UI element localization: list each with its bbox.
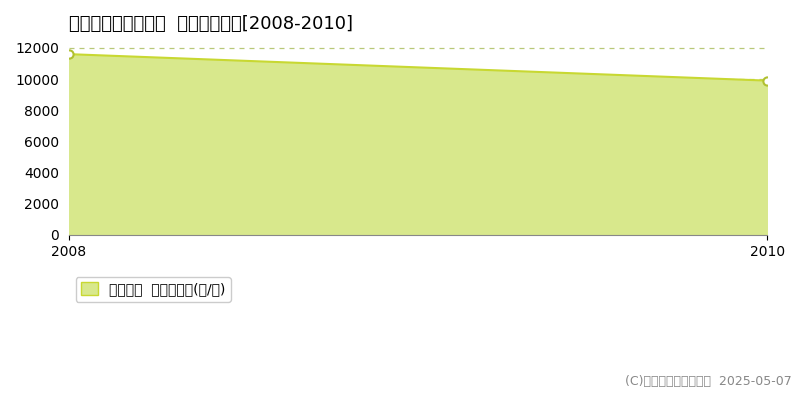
Point (62, 51, 75, 57)
Text: (C)土地価格ドットコム  2025-05-07: (C)土地価格ドットコム 2025-05-07 (626, 375, 792, 388)
Legend: 農地価格  平均坪単価(円/坪): 農地価格 平均坪単価(円/坪) (75, 277, 231, 302)
Text: 知多郡南知多町豊浜  農地価格推移[2008-2010]: 知多郡南知多町豊浜 農地価格推移[2008-2010] (69, 15, 353, 33)
Point (761, 78, 774, 84)
